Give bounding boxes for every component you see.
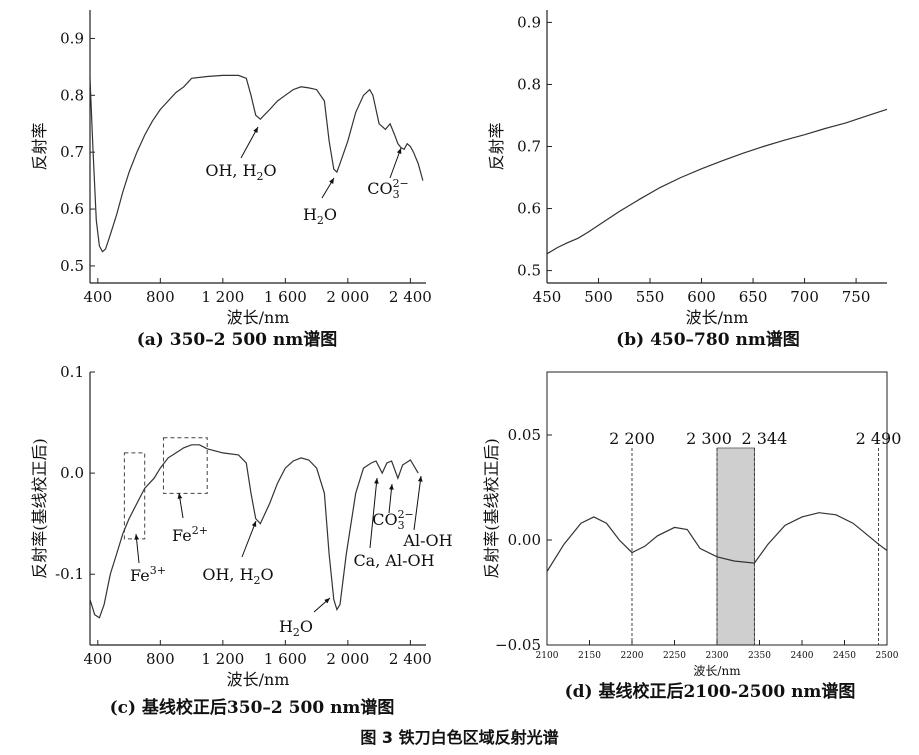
shaded-band [716, 447, 755, 646]
x-tick-label: 2400 [791, 651, 814, 661]
x-tick-label: 400 [83, 288, 112, 306]
series-line [546, 108, 888, 255]
x-tick-label: 550 [636, 288, 665, 306]
x-tick-label: 600 [687, 288, 716, 306]
panel-caption: (c) 基线校正后350–2 500 nm谱图 [110, 697, 395, 718]
annotation-label: H2O [279, 617, 313, 639]
series-line [546, 512, 888, 572]
annotations-c: Fe3+ Fe2+ OH, H2O H2O Ca, Al-OH CO32−Al-OH [130, 475, 453, 639]
x-tick-label: 500 [584, 288, 613, 306]
x-tick-label: 2150 [578, 651, 601, 661]
x-tick-label: 2 400 [389, 288, 432, 306]
x-tick-label: 2 000 [326, 650, 369, 668]
chart-d: 2100 2150 2200 2250 2300 2350 2400 2450 2500 −0.0… [482, 371, 902, 702]
marker-label: 2 300 [686, 429, 732, 448]
annotation-label: Fe3+ [130, 564, 166, 585]
annotation-arrowhead [324, 598, 330, 604]
annotation-arrowhead [177, 493, 183, 499]
x-tick-label: 800 [146, 288, 175, 306]
annotation-arrowhead [396, 148, 402, 154]
x-axis-label: 波长/nm [693, 664, 741, 678]
x-tick-label: 2 000 [326, 288, 369, 306]
x-tick-label: 1 600 [264, 288, 307, 306]
panel-caption: (a) 350–2 500 nm谱图 [137, 329, 338, 350]
x-tick-label: 2200 [621, 651, 644, 661]
figure-caption: 图 3 铁刀白色区域反射光谱 [360, 728, 559, 747]
chart-b: 450 500 550 600 650 700 750 0.5 0.6 0.7 0.8 0.9 波长/n… [487, 10, 888, 350]
marker-label: 2 344 [741, 429, 787, 448]
y-tick-label: 0.6 [60, 200, 84, 218]
y-tick-label: 0.00 [508, 531, 541, 549]
marker-label: 2 200 [609, 429, 655, 448]
x-axis-label: 波长/nm [227, 670, 290, 689]
y-tick-label: 0.7 [60, 143, 84, 161]
chart-c: 400 800 1 200 1 600 2 000 2 400 -0.1 0.0 0.1 波长/n… [30, 363, 432, 718]
x-tick-label: 400 [83, 650, 112, 668]
annotation-label: OH, H2O [205, 161, 276, 183]
y-axis-label: 反射率(基线校正后) [30, 438, 49, 579]
panel-caption: (b) 450–780 nm谱图 [616, 329, 800, 350]
annotation-label: Al-OH [402, 531, 452, 550]
annotation-label: H2O [303, 205, 337, 227]
annotation-label: CO32− [372, 508, 414, 532]
x-tick-label: 2 400 [389, 650, 432, 668]
annotation-label: OH, H2O [202, 565, 273, 587]
series-line [89, 74, 424, 253]
annotation-arrow [241, 520, 257, 558]
x-tick-label: 2250 [663, 651, 686, 661]
y-tick-label: 0.9 [60, 29, 84, 47]
y-axis-label: 反射率 [487, 122, 506, 170]
annotation-arrowhead [374, 478, 379, 484]
x-tick-label: 2350 [748, 651, 771, 661]
y-tick-label: 0.5 [60, 257, 84, 275]
annotation-label: Ca, Al-OH [353, 551, 434, 570]
x-tick-label: 2450 [833, 651, 856, 661]
y-axis-label: 反射率 [30, 122, 49, 170]
annotation-arrow [369, 477, 378, 549]
y-tick-label: 0.05 [508, 426, 541, 444]
x-tick-label: 700 [790, 288, 819, 306]
annotations-a: OH, H2O H2O CO32− [205, 126, 409, 227]
x-axis-label: 波长/nm [227, 308, 290, 327]
y-tick-label: -0.1 [55, 565, 84, 583]
region-box [162, 437, 208, 494]
y-tick-label: 0.7 [517, 138, 541, 156]
chart-a: 400 800 1 200 1 600 2 000 2 400 0.5 0.6 0.7 0.8 0.… [30, 10, 432, 350]
x-tick-label: 2100 [536, 651, 559, 661]
annotation-arrowhead [389, 484, 394, 490]
annotation-arrowhead [134, 534, 139, 540]
annotation-arrow [413, 475, 422, 531]
marker-label: 2 490 [856, 429, 902, 448]
annotation-arrowhead [253, 127, 258, 133]
annotation-arrowhead [417, 476, 423, 482]
y-tick-label: −0.05 [495, 636, 541, 654]
y-tick-label: 0.9 [517, 13, 541, 31]
y-tick-label: 0.8 [60, 86, 84, 104]
annotation-arrowhead [329, 178, 334, 184]
annotation-label: CO32− [367, 177, 409, 201]
y-tick-label: 0.6 [517, 200, 541, 218]
annotation-arrowhead [251, 521, 257, 527]
y-tick-label: 0.5 [517, 262, 541, 280]
region-box [123, 452, 146, 540]
series-line [89, 444, 419, 619]
y-tick-label: 0.1 [60, 363, 84, 381]
annotation-label: Fe2+ [172, 524, 208, 545]
x-tick-label: 650 [739, 288, 768, 306]
x-tick-label: 750 [842, 288, 871, 306]
y-tick-label: 0.0 [60, 464, 84, 482]
x-axis-label: 波长/nm [686, 308, 749, 327]
panel-caption: (d) 基线校正后2100-2500 nm谱图 [565, 681, 856, 702]
x-tick-label: 1 200 [201, 288, 244, 306]
y-axis-label: 反射率(基线校正后) [482, 438, 501, 579]
x-tick-label: 2300 [706, 651, 729, 661]
y-tick-label: 0.8 [517, 75, 541, 93]
x-tick-label: 1 200 [201, 650, 244, 668]
x-tick-label: 2500 [876, 651, 899, 661]
annotation-arrow [240, 126, 259, 159]
x-tick-label: 450 [533, 288, 562, 306]
x-tick-label: 800 [146, 650, 175, 668]
x-tick-label: 1 600 [264, 650, 307, 668]
